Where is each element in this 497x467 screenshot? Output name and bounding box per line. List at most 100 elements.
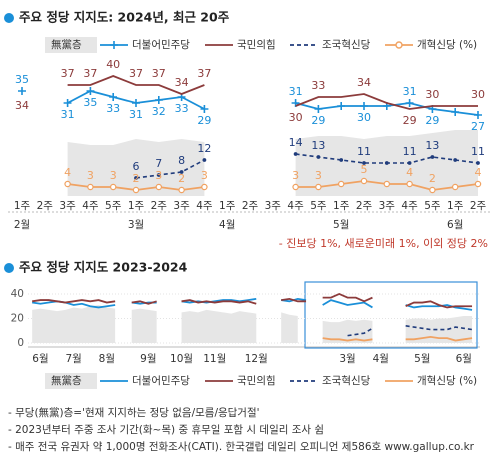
x-tick-label: 4주 [287,200,304,212]
data-label: 6 [133,160,140,173]
legend-label: 개혁신당 (%) [417,39,477,51]
data-label: 3 [315,169,322,182]
line [136,154,478,178]
data-label: 30 [357,111,371,124]
legend-label: 국민의힘 [237,375,276,387]
data-label: 30 [289,111,303,124]
x-tick-label: 2주 [37,200,54,212]
y-tick-label: 0 [17,337,24,349]
line [32,292,473,309]
legend-marker [110,41,118,49]
data-label: 2 [178,172,185,185]
data-label: 37 [197,67,211,80]
data-label: 40 [106,58,120,71]
legend-label: 無黨층 [51,38,82,51]
chart-title: 주요 정당 지지도: 2024년, 최근 20주 [19,10,230,25]
x-tick-label: 4주 [82,200,99,212]
footnote: - 매주 전국 유권자 약 1,000명 전화조사(CATI). 한국갤럽 데일… [8,440,475,453]
data-label: 33 [106,102,120,115]
y-tick-label: 40 [11,288,24,300]
note: - 진보당 1%, 새로운미래 1%, 이외 정당 2% [279,237,488,250]
x-group-label: 3월 [128,219,144,231]
data-label: 11 [471,145,485,158]
x-tick-label: 3월 [339,353,355,365]
x-tick-label: 3주 [173,200,190,212]
x-tick-label: 3주 [59,200,76,212]
legend-label: 조국혁신당 [322,375,371,387]
line [322,335,473,342]
legend-label: 개혁신당 (%) [417,375,477,387]
data-label: 34 [15,99,29,112]
footnote: - 무당(無黨)층='현재 지지하는 정당 없음/모름/응답거절' [8,406,260,419]
data-label: 14 [289,136,303,149]
data-label: 12 [197,142,211,155]
x-tick-label: 6월 [32,353,48,365]
data-label: 35 [15,73,29,86]
x-tick-label: 9월 [140,353,156,365]
x-tick-label: 3주 [265,200,282,212]
data-label: 2 [429,172,436,185]
data-label: 11 [403,145,417,158]
data-label: 7 [155,157,162,170]
data-label: 37 [152,67,166,80]
x-tick-label: 1주 [447,200,464,212]
data-label: 34 [175,76,189,89]
data-label: 3 [155,169,162,182]
data-label: 33 [311,79,325,92]
area [32,304,473,343]
x-tick-label: 4주 [196,200,213,212]
legend-label: 더불어민주당 [132,375,190,387]
data-label: 29 [403,114,417,127]
x-tick-label: 2주 [356,200,373,212]
data-label: 37 [83,67,97,80]
line [67,75,478,110]
data-label: 4 [475,166,482,179]
data-label: 29 [311,114,325,127]
data-label: 3 [292,169,299,182]
data-label: 37 [61,67,75,80]
legend-label: 조국혁신당 [322,39,371,51]
data-label: 8 [178,154,185,167]
legend-swatch [45,37,97,53]
x-group-label: 6월 [447,219,463,231]
data-label: 3 [201,169,208,182]
data-label: 31 [403,85,417,98]
x-tick-label: 6월 [456,353,472,365]
data-label: 32 [152,105,166,118]
x-tick-label: 10월 [170,353,193,365]
x-group-label: 5월 [333,219,349,231]
x-tick-label: 3주 [379,200,396,212]
title-bullet [4,263,14,273]
data-label: 31 [61,108,75,121]
x-tick-label: 5주 [105,200,122,212]
x-group-label: 4월 [219,219,235,231]
data-label: 11 [357,145,371,158]
footnote: - 2023년부터 주중 조사 기간(화~목) 중 휴무일 포함 시 데일리 조… [8,423,324,436]
x-tick-label: 1주 [14,200,31,212]
highlight-box [304,281,478,349]
data-label: 30 [471,88,485,101]
line [347,325,473,337]
x-tick-label: 5월 [414,353,430,365]
data-label: 3 [110,169,117,182]
x-tick-label: 5주 [424,200,441,212]
x-tick-label: 2주 [470,200,487,212]
data-label: 2 [133,172,140,185]
legend-swatch [45,373,97,389]
data-label: 37 [129,67,143,80]
data-label: 13 [425,139,439,152]
x-tick-label: 12월 [245,353,268,365]
legend-label: 더불어민주당 [132,39,190,51]
x-tick-label: 1주 [128,200,145,212]
x-tick-label: 8월 [99,353,115,365]
data-label: 4 [406,166,413,179]
data-label: 30 [425,88,439,101]
x-tick-label: 1주 [219,200,236,212]
data-label: 27 [471,120,485,133]
line [68,91,478,115]
x-tick-label: 5주 [310,200,327,212]
legend-marker [395,41,403,49]
data-label: 34 [357,76,371,89]
y-tick-label: 20 [11,312,24,324]
